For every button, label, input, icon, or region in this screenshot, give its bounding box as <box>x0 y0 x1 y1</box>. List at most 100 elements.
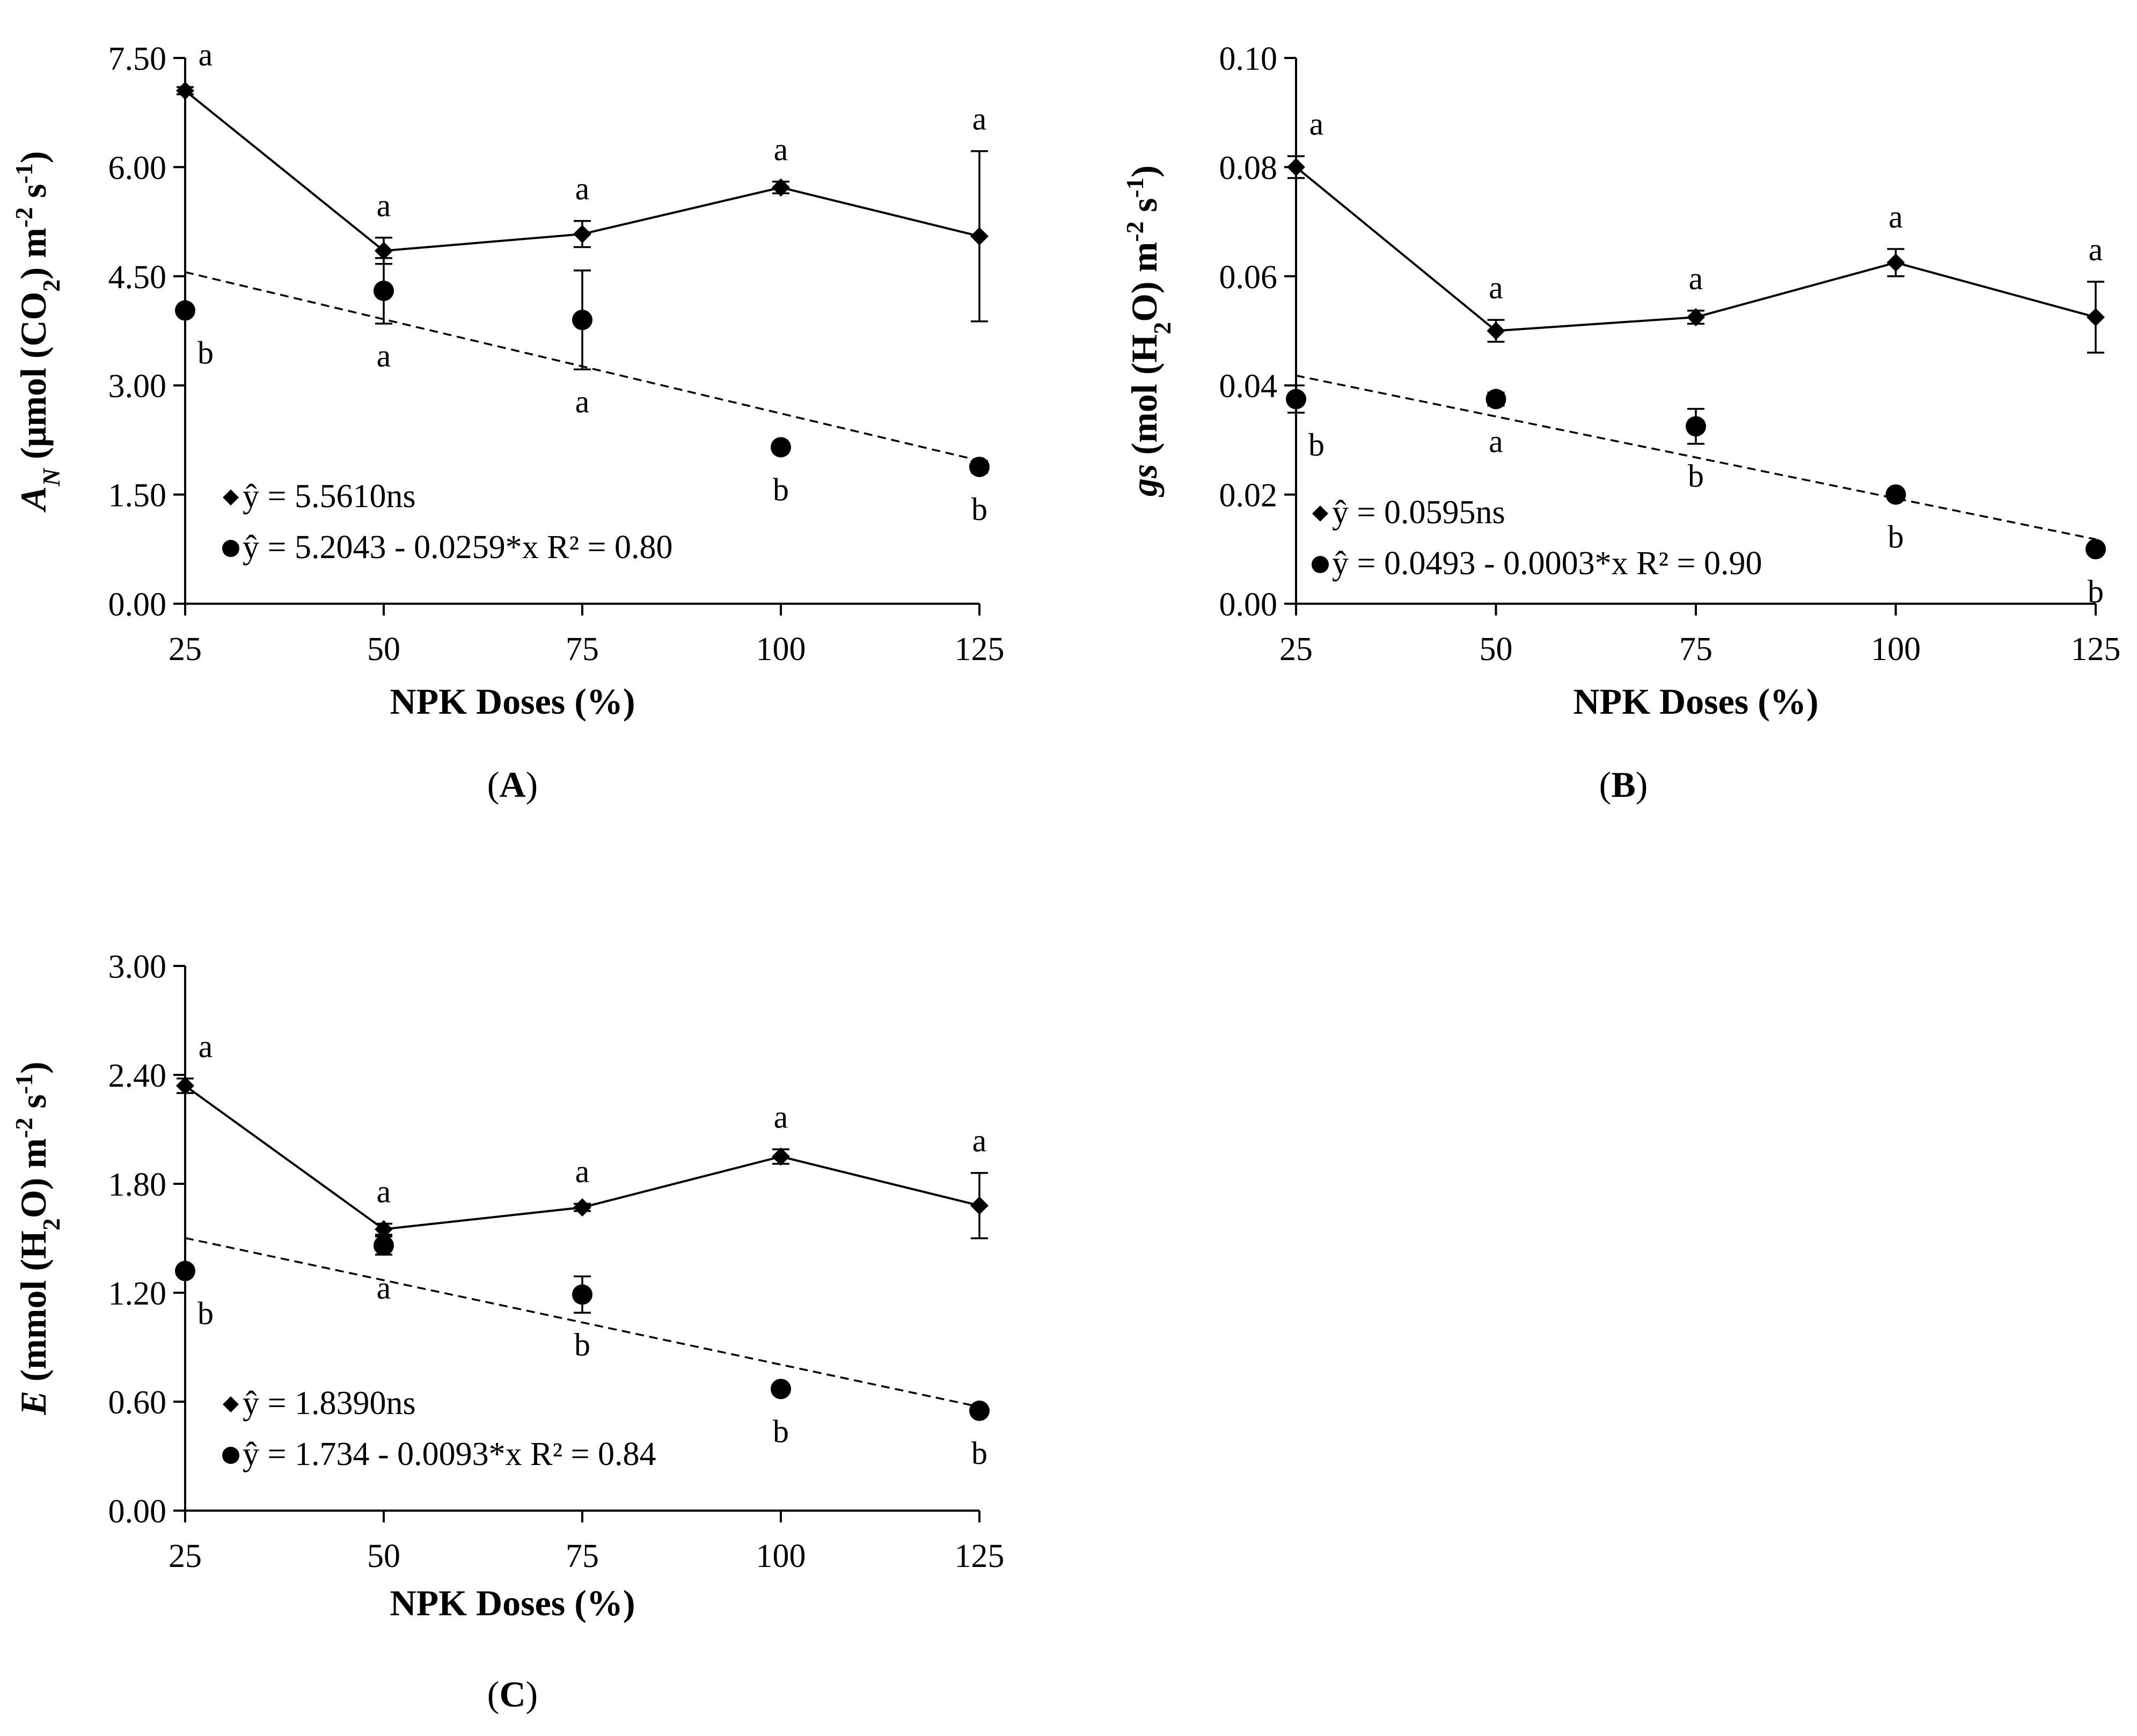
x-tick-label: 100 <box>1871 631 1921 668</box>
series-line <box>1295 166 2096 332</box>
legend-marker-circle <box>1312 556 1329 573</box>
significance-letter: a <box>1489 270 1503 305</box>
data-point-circle <box>175 300 195 321</box>
significance-letter: a <box>377 1174 391 1209</box>
y-tick-label: 0.08 <box>1219 150 1278 186</box>
series-diamond: a a a a a <box>176 37 989 323</box>
x-tick-label: 50 <box>1480 631 1513 668</box>
y-tick-label: 7.50 <box>108 41 167 77</box>
y-tick-label: 1.80 <box>108 1167 167 1203</box>
x-axis-label: NPK Doses (%) <box>1573 681 1818 722</box>
x-tick-label: 25 <box>1279 631 1313 668</box>
significance-letter: a <box>199 1029 213 1064</box>
legend-marker-diamond <box>223 1396 239 1412</box>
significance-letter: b <box>197 1295 214 1331</box>
legend: ŷ = 5.5610ns ŷ = 5.2043 - 0.0259*x R² = 0… <box>222 478 673 566</box>
y-tick-label: 0.00 <box>1219 587 1278 623</box>
data-point-circle <box>2085 539 2106 560</box>
y-tick-label: 0.06 <box>1219 259 1278 296</box>
legend-marker-circle <box>222 540 239 557</box>
panel-2: 0.00 0.02 0.04 0.06 0.08 0.10 25 50 75 100 125 NPK … <box>1121 41 2121 805</box>
significance-letter: a <box>575 1154 590 1189</box>
y-tick-label: 3.00 <box>108 368 167 405</box>
series-circle: b a a b b <box>175 257 990 527</box>
significance-letter: b <box>773 472 789 507</box>
data-point-diamond <box>176 1076 194 1095</box>
significance-letter: a <box>377 1270 391 1306</box>
legend-marker-circle <box>222 1447 239 1464</box>
data-point-circle <box>771 437 791 458</box>
significance-letter: a <box>972 101 987 137</box>
x-tick-label: 125 <box>955 1538 1005 1574</box>
y-tick-label: 0.00 <box>108 587 167 623</box>
significance-letter: a <box>2089 232 2103 267</box>
significance-letter: b <box>971 492 987 527</box>
significance-letter: b <box>1308 427 1324 463</box>
significance-letter: b <box>971 1435 987 1471</box>
y-tick-label: 0.60 <box>108 1385 167 1421</box>
significance-letter: a <box>377 338 391 373</box>
data-point-circle <box>572 310 592 331</box>
data-point-circle <box>969 457 990 478</box>
data-point-circle <box>771 1379 791 1400</box>
x-tick-label: 50 <box>367 1538 400 1574</box>
trend-line <box>1296 375 2096 540</box>
x-tick-label: 50 <box>367 631 400 668</box>
legend: ŷ = 1.8390ns ŷ = 1.734 - 0.0093*x R² = 0.… <box>222 1385 656 1473</box>
x-tick-label: 75 <box>1679 631 1712 668</box>
y-axis-label: AN (μmol (CO2) m-2 s-1) <box>10 151 65 512</box>
data-point-circle <box>969 1400 990 1421</box>
panel-label: (A) <box>487 764 538 805</box>
data-point-diamond <box>1287 158 1305 177</box>
x-tick-label: 75 <box>566 631 599 668</box>
legend-entry: ŷ = 1.734 - 0.0093*x R² = 0.84 <box>243 1436 656 1473</box>
significance-letter: b <box>574 1327 590 1363</box>
x-tick-label: 100 <box>756 631 806 668</box>
data-point-diamond <box>375 241 393 260</box>
y-tick-label: 3.00 <box>108 949 167 985</box>
y-tick-label: 1.50 <box>108 478 167 514</box>
legend-marker-diamond <box>223 489 239 506</box>
significance-letter: b <box>1888 519 1904 555</box>
significance-letter: b <box>773 1413 789 1449</box>
legend-entry: ŷ = 0.0493 - 0.0003*x R² = 0.90 <box>1332 545 1762 582</box>
x-axis-label: NPK Doses (%) <box>390 1583 635 1623</box>
data-point-diamond <box>1487 321 1505 340</box>
significance-letter: a <box>377 188 391 223</box>
y-tick-label: 4.50 <box>108 259 167 296</box>
x-axis-label: NPK Doses (%) <box>390 681 635 722</box>
significance-letter: b <box>1688 458 1704 494</box>
data-point-circle <box>1485 389 1506 409</box>
data-point-diamond <box>1687 308 1705 327</box>
panel-label: (C) <box>487 1674 538 1715</box>
x-tick-label: 75 <box>566 1538 599 1574</box>
y-tick-label: 0.02 <box>1219 478 1278 514</box>
x-tick-label: 125 <box>2071 631 2121 668</box>
data-point-circle <box>374 280 394 301</box>
y-axis-label: gs (mol (H2O) m-2 s-1) <box>1121 165 1176 497</box>
y-tick-label: 0.10 <box>1219 41 1278 77</box>
significance-letter: a <box>972 1123 987 1159</box>
data-point-diamond <box>176 82 194 100</box>
x-tick-label: 125 <box>955 631 1005 668</box>
panel-1: 0.00 1.50 3.00 4.50 6.00 7.50 25 50 75 100 125 NPK … <box>10 37 1005 805</box>
data-point-circle <box>374 1235 394 1256</box>
legend-entry: ŷ = 5.2043 - 0.0259*x R² = 0.80 <box>243 529 673 566</box>
legend-marker-diamond <box>1312 506 1328 522</box>
data-point-circle <box>175 1261 195 1281</box>
data-point-diamond <box>970 227 989 246</box>
series-diamond: a a a a a <box>176 1029 989 1240</box>
data-point-diamond <box>573 225 591 244</box>
y-axis-label: E (mmol (H2O) m-2 s-1) <box>10 1061 65 1416</box>
significance-letter: a <box>199 37 213 72</box>
y-tick-label: 1.20 <box>108 1276 167 1312</box>
x-tick-label: 25 <box>169 1538 202 1574</box>
legend-entry: ŷ = 0.0595ns <box>1332 494 1505 531</box>
data-point-circle <box>1885 484 1906 505</box>
x-tick-label: 25 <box>169 631 202 668</box>
y-tick-label: 6.00 <box>108 150 167 186</box>
data-point-diamond <box>772 1147 790 1166</box>
data-point-diamond <box>1886 253 1905 272</box>
panel-label: (B) <box>1599 764 1648 805</box>
